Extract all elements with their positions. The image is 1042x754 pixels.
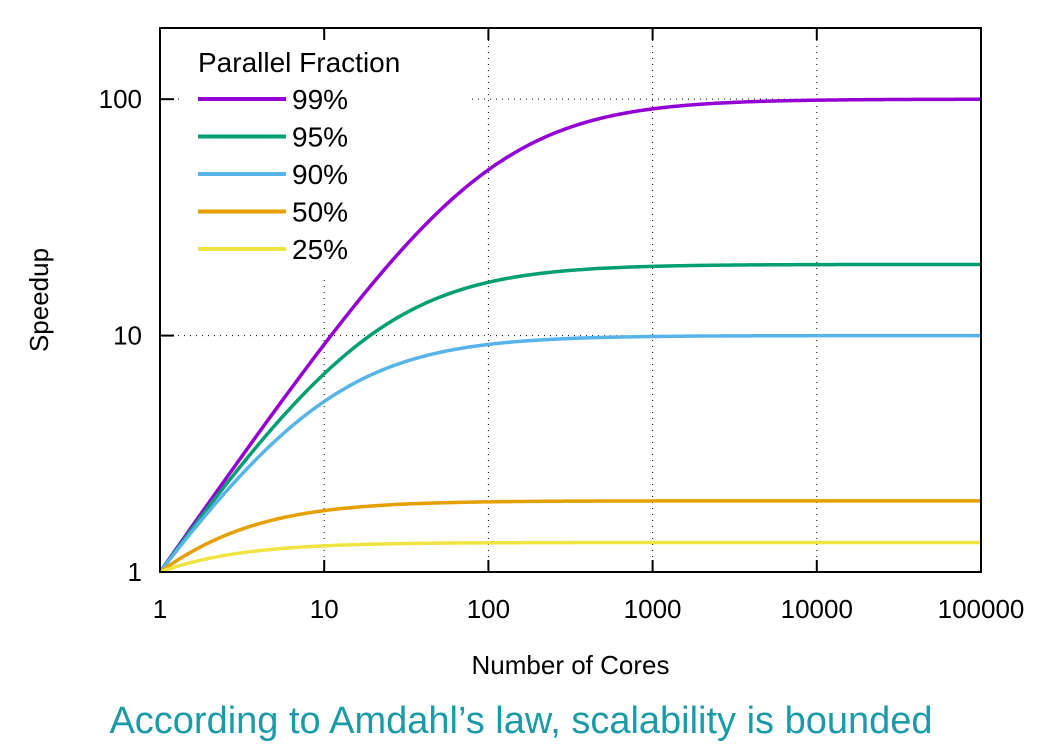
x-tick-label: 100: [467, 594, 510, 624]
series-line-90pct: [158, 333, 981, 574]
series-line-50pct: [158, 499, 981, 574]
legend-label: 99%: [292, 84, 348, 115]
amdahl-chart: 1 10 100 1000 10000 100000 1 10 100 Number of Co…: [24, 27, 1025, 680]
legend-background: [180, 40, 470, 278]
series-line-95pct: [158, 262, 981, 574]
legend-label: 25%: [292, 234, 348, 265]
x-axis-title: Number of Cores: [472, 650, 670, 680]
axis-ticks: 1 10 100 1000 10000 100000 1 10 100: [99, 28, 1025, 624]
series-line-99pct: [158, 97, 981, 574]
legend-label: 50%: [292, 197, 348, 228]
legend: Parallel Fraction 99% 95% 90% 50% 25%: [198, 47, 400, 265]
legend-label: 90%: [292, 159, 348, 190]
legend-label: 95%: [292, 122, 348, 153]
caption: According to Amdahl’s law, scalability i…: [109, 700, 933, 742]
legend-title: Parallel Fraction: [198, 47, 400, 78]
x-tick-label: 10: [310, 594, 339, 624]
y-tick-label: 10: [113, 321, 142, 351]
plot-frame: [159, 27, 982, 573]
series-line-25pct: [159, 540, 981, 574]
x-tick-label: 1: [153, 594, 167, 624]
y-tick-label: 1: [128, 557, 142, 587]
y-axis-title: Speedup: [24, 248, 54, 352]
x-tick-label: 10000: [781, 594, 853, 624]
grid: [160, 28, 981, 572]
series-lines: [158, 97, 981, 574]
x-tick-label: 1000: [624, 594, 682, 624]
y-tick-label: 100: [99, 84, 142, 114]
x-tick-label: 100000: [938, 594, 1025, 624]
